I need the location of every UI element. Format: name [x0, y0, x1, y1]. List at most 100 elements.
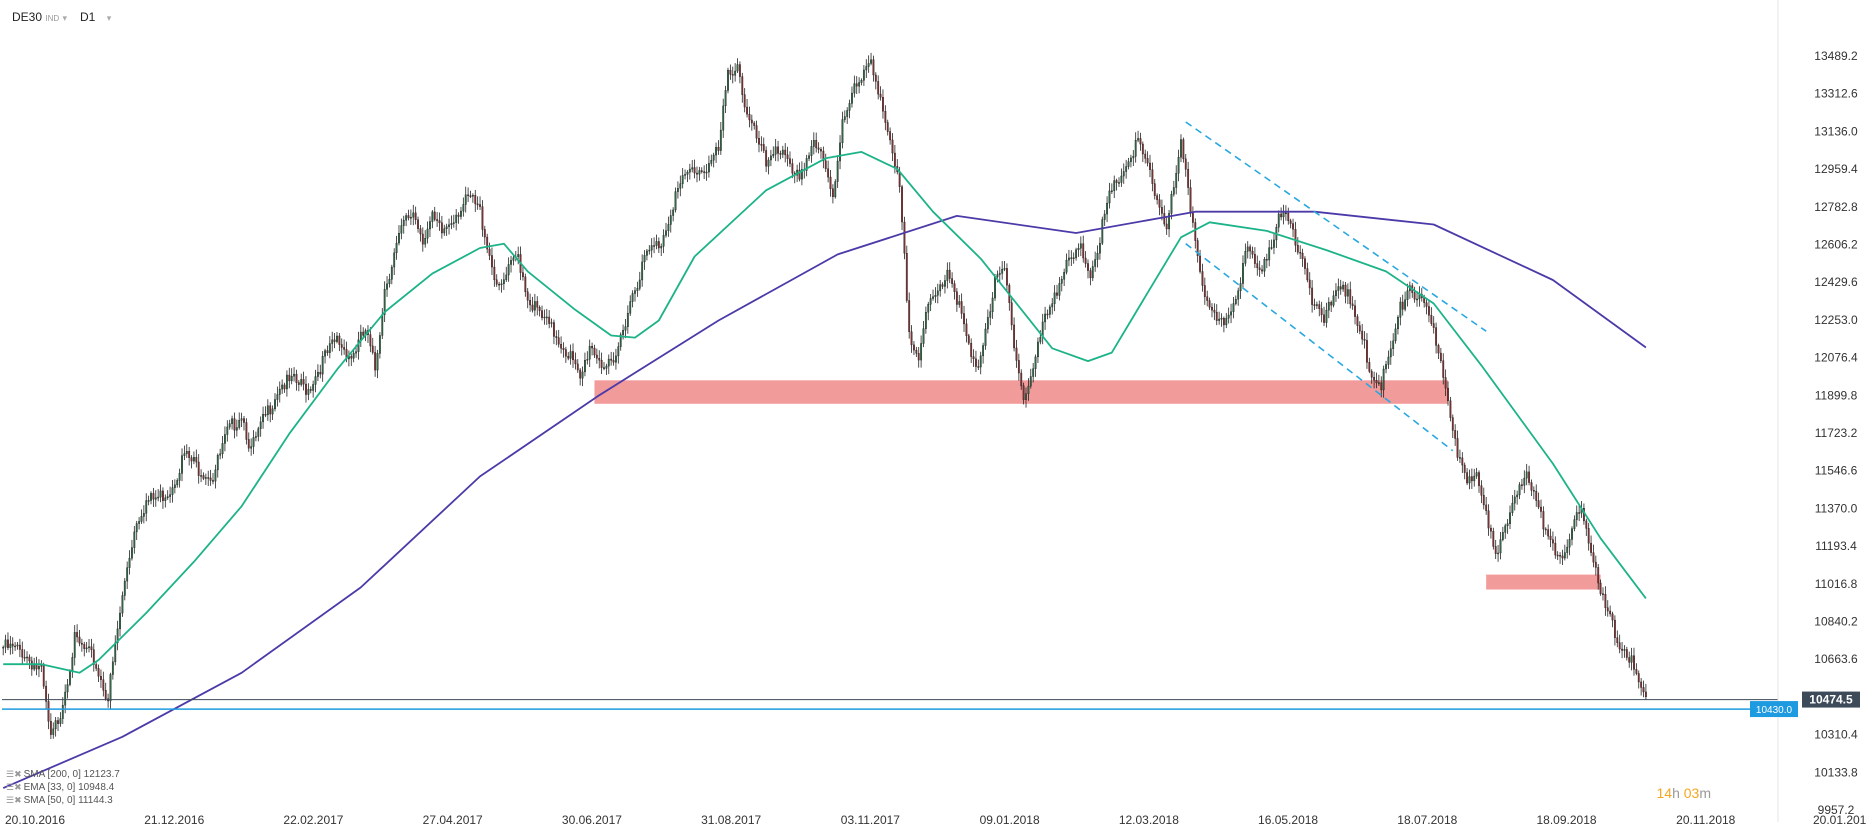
candle-body	[278, 388, 281, 395]
candle-body	[998, 273, 1001, 275]
candle	[1554, 536, 1557, 559]
candle	[1380, 376, 1383, 398]
candle	[550, 318, 553, 328]
candle	[429, 216, 431, 238]
candle-body	[1172, 187, 1175, 195]
candle	[1318, 300, 1321, 317]
candle	[295, 369, 298, 391]
candle-body	[495, 279, 498, 285]
candle-body	[1184, 158, 1187, 170]
candle	[1616, 630, 1619, 648]
candle	[471, 193, 474, 203]
candle-body	[1461, 457, 1464, 466]
candle-body	[922, 328, 925, 344]
candle-body	[35, 664, 38, 670]
symbol-selector[interactable]: DE30 IND ▾	[12, 10, 67, 24]
candle-body	[1277, 213, 1280, 228]
candle	[991, 292, 994, 319]
candle-body	[1034, 356, 1037, 369]
candle-body	[1442, 360, 1445, 378]
candle	[1504, 523, 1507, 539]
candle-body	[905, 253, 908, 301]
candle-body	[302, 379, 305, 385]
candle-body	[450, 223, 453, 225]
candle-body	[1120, 175, 1123, 183]
candle-body	[936, 290, 939, 296]
candle-body	[80, 642, 83, 645]
candle-body	[1559, 555, 1561, 557]
candle-body	[548, 316, 551, 324]
candle-body	[438, 220, 441, 223]
candle	[1523, 470, 1526, 494]
legend-item-ema33[interactable]: ☰✖ EMA [33, 0] 10948.4	[6, 782, 115, 793]
candle	[92, 643, 95, 672]
candle-body	[1032, 368, 1035, 377]
candle	[591, 342, 594, 356]
candle	[1284, 205, 1287, 221]
candle	[920, 335, 923, 368]
candle-body	[183, 453, 186, 456]
candle-body	[1106, 202, 1108, 215]
candle	[822, 146, 825, 169]
candle-body	[1072, 257, 1075, 259]
candle-body	[767, 159, 770, 167]
candle	[531, 296, 534, 313]
price-tag: 10430.0	[1750, 701, 1798, 718]
candle-body	[102, 679, 105, 691]
candle-body	[421, 233, 424, 245]
candle	[224, 426, 226, 452]
candle	[195, 449, 198, 468]
candle-body	[462, 204, 465, 212]
candle	[324, 348, 326, 364]
candle-body	[781, 149, 784, 155]
candle-body	[843, 116, 846, 120]
legend-item-sma50[interactable]: ☰✖ SMA [50, 0] 11144.3	[6, 795, 113, 806]
candle-body	[1301, 252, 1304, 259]
candle-body	[1017, 360, 1020, 374]
candle-body	[1537, 500, 1540, 508]
candle-body	[42, 664, 45, 687]
candle	[1287, 207, 1290, 225]
candle-body	[352, 352, 355, 359]
candle-body	[1311, 287, 1314, 305]
candle-body	[243, 418, 245, 423]
candle	[741, 72, 744, 103]
price-tag-label: 10474.5	[1809, 693, 1853, 707]
candle-body	[338, 335, 341, 345]
candle	[250, 438, 253, 456]
candle	[1451, 414, 1454, 439]
candle-body	[1053, 292, 1056, 304]
price-tags: 10474.5 10430.0	[1750, 691, 1860, 718]
candle-body	[1289, 220, 1292, 224]
candle	[598, 350, 601, 369]
candle	[193, 451, 195, 465]
candle	[316, 364, 319, 381]
candle	[1633, 647, 1635, 676]
candle-body	[1416, 298, 1418, 301]
candle	[579, 368, 582, 386]
candle	[643, 250, 646, 270]
candle	[390, 264, 393, 285]
candle-body	[471, 195, 474, 197]
candle	[1146, 151, 1149, 167]
candle	[1249, 244, 1252, 259]
candle-body	[722, 105, 725, 131]
candle	[1330, 300, 1333, 312]
candle	[545, 308, 548, 325]
x-tick-label: 18.07.2018	[1397, 813, 1457, 827]
candle	[1644, 683, 1647, 700]
candle	[507, 257, 510, 282]
candle-body	[924, 312, 927, 329]
interval-selector[interactable]: D1 ▾	[80, 10, 111, 24]
candle-body	[1230, 311, 1232, 316]
candle	[1506, 519, 1509, 534]
legend-item-sma200[interactable]: ☰✖ SMA [200, 0] 12123.7	[6, 769, 120, 780]
candle	[1630, 647, 1633, 671]
candle-body	[846, 110, 849, 117]
candle-body	[1175, 173, 1178, 188]
candle-body	[1566, 546, 1569, 553]
price-tag-bg	[1750, 701, 1798, 718]
candle	[1346, 283, 1349, 305]
candle	[407, 209, 410, 221]
